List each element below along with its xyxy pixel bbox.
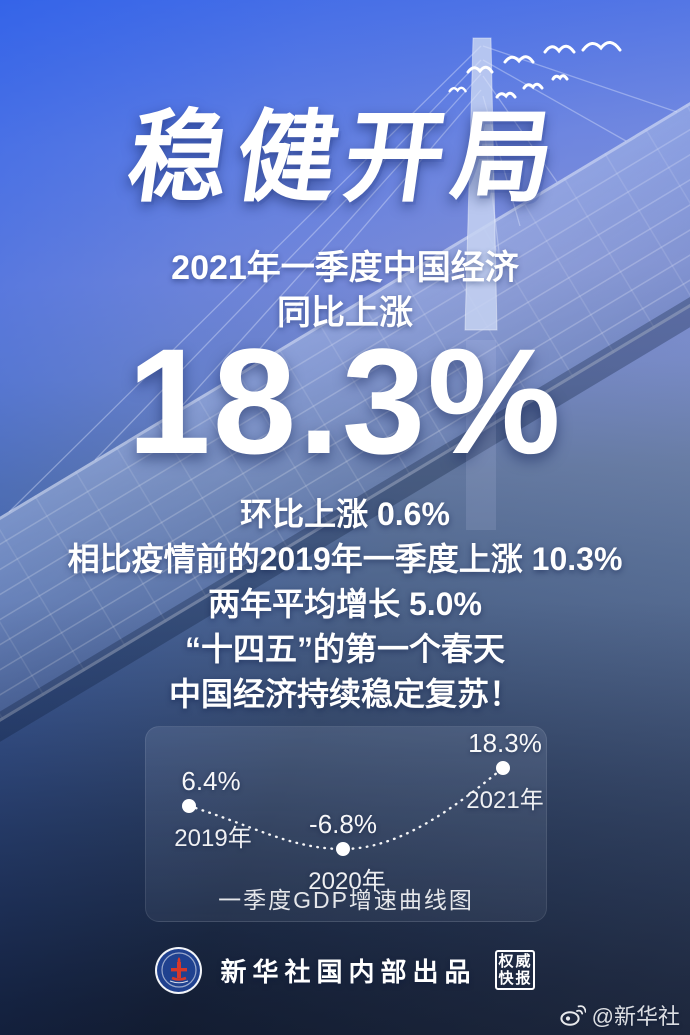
stat-line: 相比疫情前的2019年一季度上涨 10.3% <box>67 541 623 577</box>
chart-year-label: 2019年 <box>174 825 252 852</box>
subtitle-line2: 同比上涨 <box>277 294 413 332</box>
xinhua-emblem-icon <box>155 946 203 994</box>
stat-line: 两年平均增长 5.0% <box>208 586 482 622</box>
gdp-line-chart <box>182 761 510 856</box>
weibo-handle: @新华社 <box>591 1004 680 1029</box>
stamp-char: 报 <box>515 970 531 987</box>
weibo-watermark: @新华社 <box>560 999 680 1031</box>
weibo-icon <box>560 1005 586 1026</box>
authority-express-stamp: 权 威 快 报 <box>494 950 535 990</box>
xinhua-emblem-art <box>161 952 197 988</box>
stat-line: 环比上涨 0.6% <box>240 496 450 532</box>
stamp-char: 威 <box>515 953 531 970</box>
gdp-chart-panel: 6.4% -6.8% 18.3% 2019年 2020年 2021年 一季度GD… <box>145 726 547 922</box>
stamp-char: 权 <box>498 953 514 970</box>
chart-point-label: 6.4% <box>181 766 241 796</box>
doves-icon <box>448 41 622 99</box>
chart-year-label: 2020年 <box>308 868 386 895</box>
stamp-char: 快 <box>498 970 514 987</box>
poster-title: 稳健开局 <box>121 102 569 214</box>
chart-year-label: 2021年 <box>466 787 544 814</box>
chart-point-label: 18.3% <box>468 728 542 758</box>
chart-caption: 一季度GDP增速曲线图 <box>218 887 474 913</box>
stat-line: “十四五”的第一个春天 <box>184 631 505 667</box>
footer-row: 新华社国内部出品 权 威 快 报 <box>0 942 690 998</box>
producer-text: 新华社国内部出品 <box>220 956 477 987</box>
stat-line: 中国经济持续稳定复苏！ <box>168 676 521 712</box>
stats-block: 环比上涨 0.6% 相比疫情前的2019年一季度上涨 10.3% 两年平均增长 … <box>0 492 690 717</box>
chart-point-label: -6.8% <box>309 809 377 839</box>
subtitle-line1: 2021年一季度中国经济 <box>171 249 519 287</box>
headline-value: 18.3% <box>127 317 563 485</box>
